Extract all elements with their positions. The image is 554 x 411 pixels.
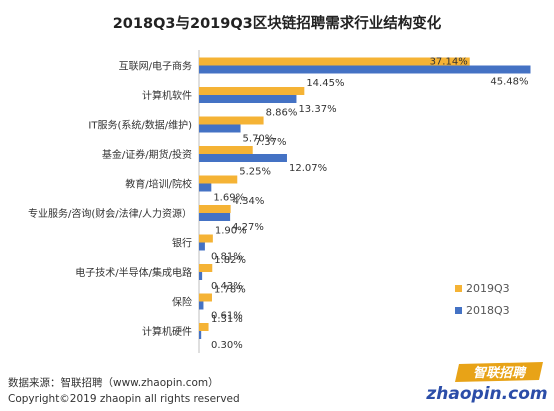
data-source-note: 数据来源：智联招聘（www.zhaopin.com） bbox=[8, 377, 219, 389]
bar-2018 bbox=[199, 124, 241, 133]
bar-2018 bbox=[199, 95, 297, 103]
data-label-2018: 5.70% bbox=[243, 134, 275, 145]
zhaopin-logo: 智联招聘 zhaopin.com bbox=[425, 362, 548, 404]
bar-2018 bbox=[199, 213, 231, 221]
bar-2018 bbox=[199, 272, 203, 280]
data-label-2018: 4.27% bbox=[232, 222, 264, 233]
bar-2019 bbox=[199, 205, 231, 213]
legend-swatch-2018 bbox=[455, 307, 462, 314]
data-label-2018: 12.07% bbox=[289, 163, 327, 174]
bar-2018 bbox=[199, 65, 531, 74]
bar-2019 bbox=[199, 264, 213, 272]
category-label: IT服务(系统/数据/维护) bbox=[88, 119, 192, 132]
category-label: 计算机硬件 bbox=[142, 325, 192, 338]
data-label-2019: 5.25% bbox=[239, 167, 271, 178]
svg-text:zhaopin.com: zhaopin.com bbox=[425, 384, 547, 404]
data-label-2018: 1.69% bbox=[213, 193, 245, 204]
legend-swatch-2019 bbox=[455, 285, 462, 292]
data-label-2018: 0.43% bbox=[211, 281, 243, 292]
category-label: 基金/证券/期货/投资 bbox=[102, 148, 192, 161]
bar-2019 bbox=[199, 87, 305, 95]
bar-2019 bbox=[199, 146, 253, 154]
data-label-2018: 0.61% bbox=[211, 311, 243, 322]
data-label-2018: 0.81% bbox=[211, 252, 243, 263]
data-label-2018: 45.48% bbox=[490, 77, 528, 88]
data-label-2019: 1.78% bbox=[214, 285, 246, 296]
data-label-2019: 1.90% bbox=[215, 226, 247, 237]
data-label-2018: 13.37% bbox=[298, 104, 336, 115]
data-label-2019: 14.45% bbox=[306, 78, 344, 89]
bar-2018 bbox=[199, 183, 212, 192]
bar-2019 bbox=[199, 116, 264, 125]
data-label-2019: 1.82% bbox=[214, 255, 246, 266]
bar-2019 bbox=[199, 323, 209, 331]
data-label-2019: 37.14% bbox=[430, 57, 468, 68]
category-label: 互联网/电子商务 bbox=[119, 60, 192, 73]
bar-2018 bbox=[199, 242, 205, 251]
bar-2018 bbox=[199, 154, 287, 162]
category-label: 计算机软件 bbox=[142, 89, 192, 102]
bar-2019 bbox=[199, 57, 470, 66]
bar-2019 bbox=[199, 175, 238, 184]
category-label: 教育/培训/院校 bbox=[125, 178, 192, 191]
legend-label-2019: 2019Q3 bbox=[466, 282, 510, 295]
bar-2018 bbox=[199, 331, 202, 339]
legend-label-2018: 2018Q3 bbox=[466, 304, 510, 317]
bar-2019 bbox=[199, 234, 213, 243]
svg-text:智联招聘: 智联招聘 bbox=[473, 365, 527, 381]
chart-title: 2018Q3与2019Q3区块链招聘需求行业结构变化 bbox=[112, 16, 442, 32]
data-label-2019: 4.34% bbox=[233, 196, 265, 207]
category-label: 专业服务/咨询(财会/法律/人力资源） bbox=[28, 207, 192, 220]
category-label: 电子技术/半导体/集成电路 bbox=[75, 266, 192, 279]
data-label-2018: 0.30% bbox=[211, 340, 243, 351]
data-label-2019: 8.86% bbox=[266, 108, 298, 119]
legend-item-2019: 2019Q3 bbox=[455, 282, 510, 295]
category-label: 保险 bbox=[172, 296, 192, 309]
bar-2019 bbox=[199, 293, 212, 302]
legend-item-2018: 2018Q3 bbox=[455, 304, 510, 317]
category-label: 银行 bbox=[172, 237, 192, 250]
copyright-note: Copyright©2019 zhaopin all rights reserv… bbox=[8, 393, 240, 405]
data-label-2019: 1.31% bbox=[211, 314, 243, 325]
bar-2018 bbox=[199, 301, 204, 310]
data-label-2019: 7.37% bbox=[255, 137, 287, 148]
